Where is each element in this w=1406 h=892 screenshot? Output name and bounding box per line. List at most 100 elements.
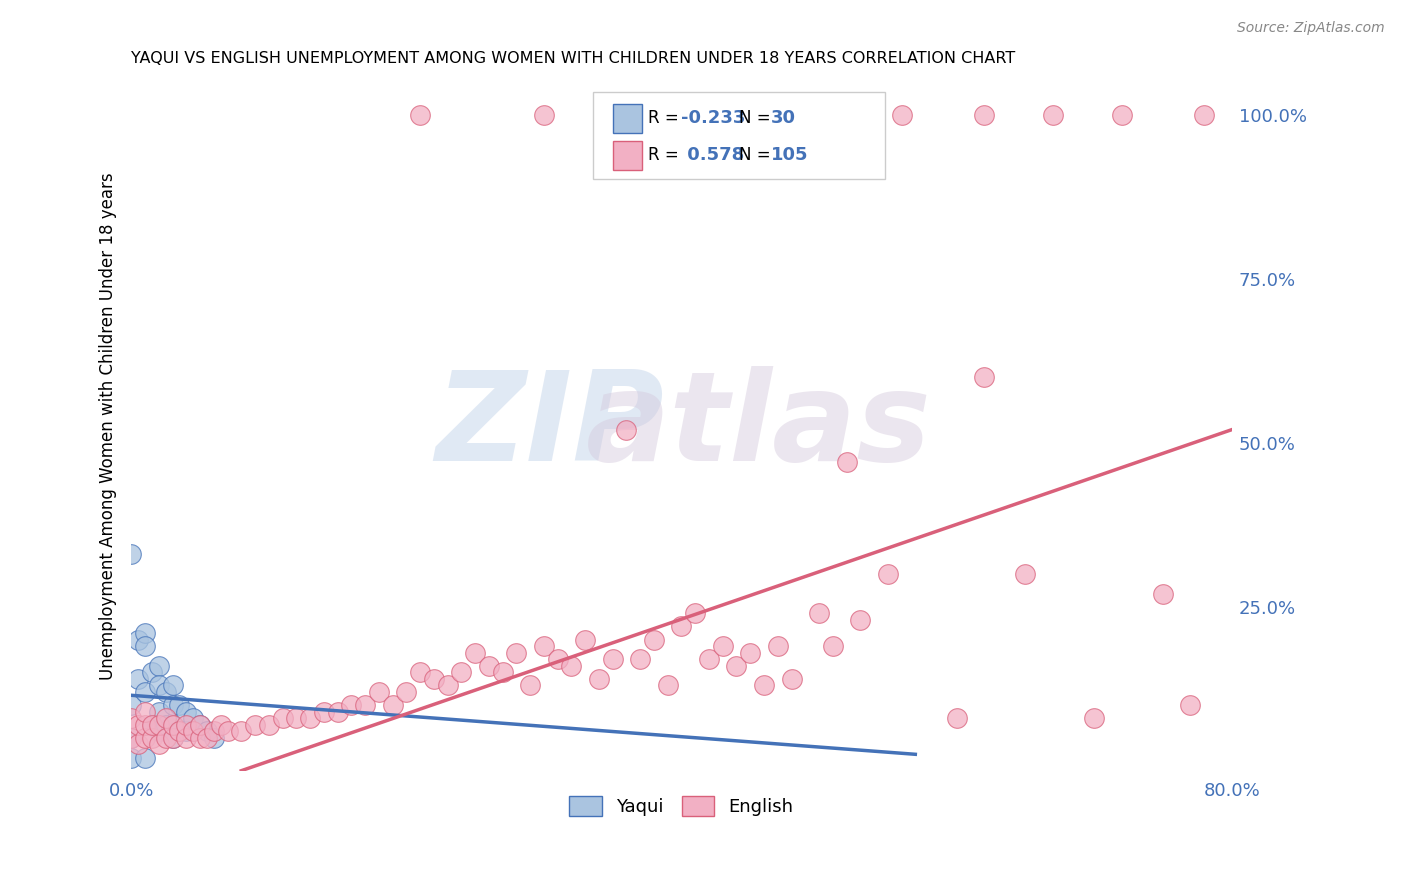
Point bbox=[1014, 566, 1036, 581]
Point bbox=[174, 705, 197, 719]
Point bbox=[141, 731, 163, 745]
Point bbox=[808, 108, 831, 122]
Point bbox=[588, 672, 610, 686]
Point bbox=[683, 607, 706, 621]
Point bbox=[141, 718, 163, 732]
Point bbox=[134, 626, 156, 640]
FancyBboxPatch shape bbox=[613, 103, 643, 133]
Point bbox=[326, 705, 349, 719]
Point bbox=[195, 731, 218, 745]
Point bbox=[202, 724, 225, 739]
Point bbox=[671, 619, 693, 633]
Point bbox=[148, 658, 170, 673]
Point bbox=[141, 718, 163, 732]
Point bbox=[162, 731, 184, 745]
Point bbox=[134, 685, 156, 699]
Point bbox=[340, 698, 363, 712]
Point bbox=[188, 718, 211, 732]
Point bbox=[174, 731, 197, 745]
Point bbox=[257, 718, 280, 732]
Point bbox=[657, 678, 679, 692]
Point bbox=[450, 665, 472, 680]
Point bbox=[1152, 587, 1174, 601]
Text: -0.233: -0.233 bbox=[682, 109, 745, 127]
Text: YAQUI VS ENGLISH UNEMPLOYMENT AMONG WOMEN WITH CHILDREN UNDER 18 YEARS CORRELATI: YAQUI VS ENGLISH UNEMPLOYMENT AMONG WOME… bbox=[131, 51, 1015, 66]
Point bbox=[973, 108, 995, 122]
Point bbox=[890, 108, 912, 122]
Point bbox=[155, 711, 177, 725]
Point bbox=[195, 724, 218, 739]
Point bbox=[395, 685, 418, 699]
Point bbox=[141, 665, 163, 680]
Point bbox=[973, 370, 995, 384]
Point bbox=[120, 731, 142, 745]
Point bbox=[409, 665, 432, 680]
Point bbox=[1083, 711, 1105, 725]
Text: atlas: atlas bbox=[586, 366, 931, 487]
Point bbox=[436, 678, 458, 692]
Point bbox=[209, 718, 232, 732]
Point bbox=[127, 632, 149, 647]
Point bbox=[188, 718, 211, 732]
Point bbox=[519, 678, 541, 692]
Point bbox=[367, 685, 389, 699]
Point bbox=[148, 718, 170, 732]
Point bbox=[162, 718, 184, 732]
Point bbox=[134, 705, 156, 719]
Point bbox=[188, 731, 211, 745]
Point bbox=[120, 547, 142, 561]
Point bbox=[560, 658, 582, 673]
Point bbox=[1111, 108, 1133, 122]
Point bbox=[202, 731, 225, 745]
Point bbox=[174, 718, 197, 732]
Text: R =: R = bbox=[648, 109, 685, 127]
FancyBboxPatch shape bbox=[613, 141, 643, 169]
Point bbox=[766, 639, 789, 653]
Point bbox=[821, 639, 844, 653]
Point bbox=[181, 724, 204, 739]
Point bbox=[697, 652, 720, 666]
Point bbox=[127, 718, 149, 732]
Point bbox=[574, 632, 596, 647]
Point bbox=[711, 639, 734, 653]
Point bbox=[354, 698, 377, 712]
Point bbox=[174, 724, 197, 739]
Point bbox=[725, 658, 748, 673]
Point bbox=[271, 711, 294, 725]
Point bbox=[312, 705, 335, 719]
Point bbox=[505, 646, 527, 660]
Point bbox=[217, 724, 239, 739]
Legend: Yaqui, English: Yaqui, English bbox=[562, 789, 801, 823]
Point bbox=[162, 731, 184, 745]
Point bbox=[835, 455, 858, 469]
Point bbox=[162, 678, 184, 692]
Point bbox=[148, 738, 170, 752]
Point bbox=[1180, 698, 1202, 712]
Point bbox=[643, 632, 665, 647]
Point bbox=[181, 711, 204, 725]
Point bbox=[134, 639, 156, 653]
Point bbox=[643, 108, 665, 122]
Point bbox=[127, 738, 149, 752]
Point bbox=[478, 658, 501, 673]
Point bbox=[299, 711, 322, 725]
Point bbox=[1042, 108, 1064, 122]
Point bbox=[780, 672, 803, 686]
Point bbox=[381, 698, 404, 712]
Point bbox=[945, 711, 967, 725]
Point bbox=[162, 698, 184, 712]
Point bbox=[616, 423, 638, 437]
Point bbox=[1192, 108, 1215, 122]
Text: Source: ZipAtlas.com: Source: ZipAtlas.com bbox=[1237, 21, 1385, 35]
Point bbox=[148, 678, 170, 692]
Point bbox=[169, 724, 191, 739]
Point bbox=[127, 672, 149, 686]
Text: N =: N = bbox=[738, 146, 776, 164]
Point bbox=[533, 108, 555, 122]
Point bbox=[285, 711, 308, 725]
Point bbox=[725, 108, 748, 122]
Point bbox=[169, 698, 191, 712]
Point bbox=[169, 724, 191, 739]
Point bbox=[740, 646, 762, 660]
Point bbox=[134, 718, 156, 732]
